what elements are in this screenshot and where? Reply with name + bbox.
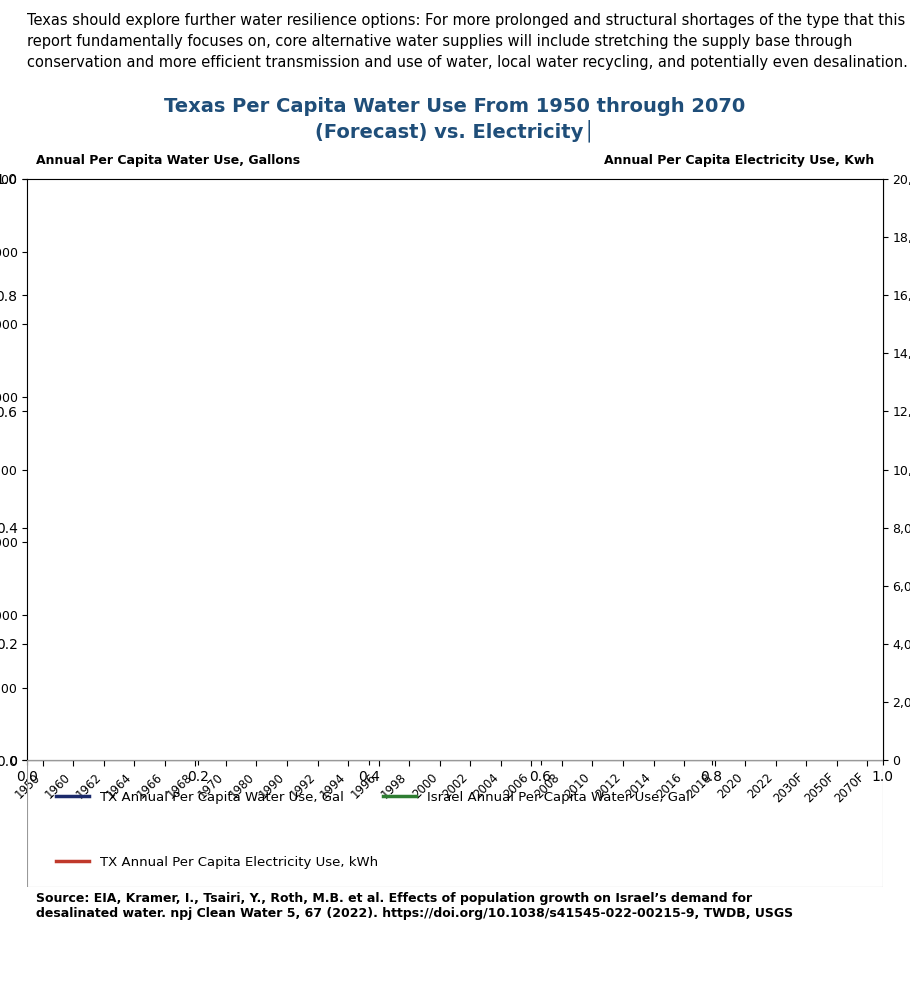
Title: Texas Per Capita Water Use From 1950 through 2070
(Forecast) vs. Electricity│: Texas Per Capita Water Use From 1950 thr… [165, 97, 745, 142]
Text: Texas should explore further water resilience options: For more prolonged and st: Texas should explore further water resil… [27, 13, 908, 70]
Text: Source: EIA, Kramer, I., Tsairi, Y., Roth, M.B. et al. Effects of population gro: Source: EIA, Kramer, I., Tsairi, Y., Rot… [35, 892, 793, 920]
Text: Annual Per Capita Electricity Use, Kwh: Annual Per Capita Electricity Use, Kwh [604, 155, 875, 168]
Text: Annual Per Capita Water Use, Gallons: Annual Per Capita Water Use, Gallons [35, 155, 300, 168]
Legend: TX Annual Per Capita Electricity Use, kWh: TX Annual Per Capita Electricity Use, kW… [51, 850, 383, 874]
